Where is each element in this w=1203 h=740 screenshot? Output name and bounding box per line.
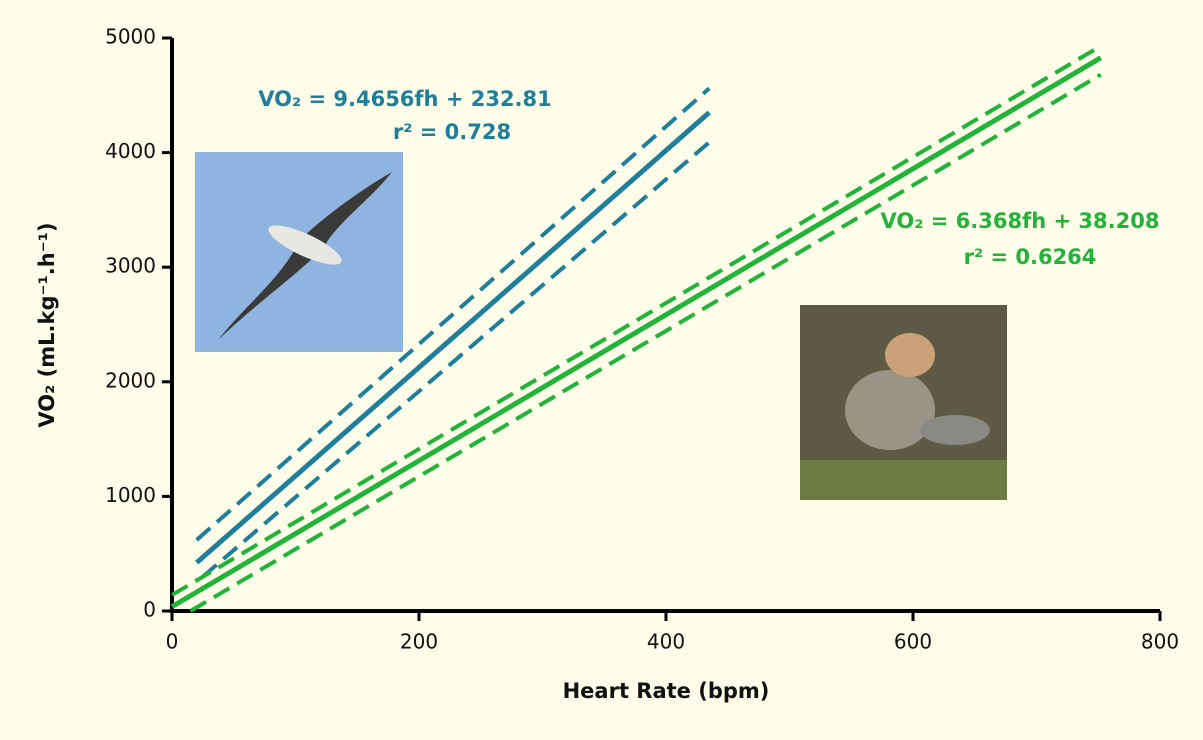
equation-annotation: VO₂ = 6.368fh + 38.208 bbox=[881, 209, 1160, 233]
equation-annotation: r² = 0.6264 bbox=[964, 245, 1097, 269]
equation-annotation: VO₂ = 9.4656fh + 232.81 bbox=[258, 87, 552, 111]
y-tick-label: 2000 bbox=[105, 368, 156, 392]
x-axis-title: Heart Rate (bpm) bbox=[563, 679, 770, 703]
y-tick-label: 1000 bbox=[105, 483, 156, 507]
y-axis-title: VO₂ (mL.kg⁻¹.h⁻¹) bbox=[35, 222, 59, 427]
y-tick-label: 0 bbox=[143, 598, 156, 622]
fox-body bbox=[845, 370, 935, 450]
x-tick-label: 0 bbox=[166, 630, 179, 654]
background bbox=[0, 0, 1203, 736]
fox-tail bbox=[920, 415, 990, 445]
albatross-photo bbox=[195, 152, 403, 352]
fox-head bbox=[885, 333, 935, 377]
y-tick-label: 3000 bbox=[105, 254, 156, 278]
x-tick-label: 800 bbox=[1141, 630, 1179, 654]
chart: 0 1000 2000 3000 4000 5000 0 200 400 600 800 VO₂ = … bbox=[0, 0, 1203, 736]
x-tick-label: 200 bbox=[400, 630, 438, 654]
fox-photo bbox=[800, 305, 1007, 500]
x-tick-label: 600 bbox=[894, 630, 932, 654]
equation-annotation: r² = 0.728 bbox=[393, 120, 511, 144]
x-tick-label: 400 bbox=[647, 630, 685, 654]
y-tick-label: 5000 bbox=[105, 25, 156, 49]
y-tick-label: 4000 bbox=[105, 139, 156, 163]
photo-grass bbox=[800, 460, 1007, 500]
